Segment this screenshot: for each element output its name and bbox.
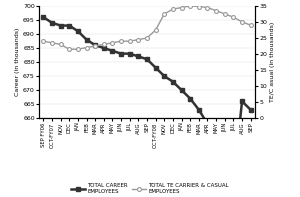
TOTAL TE CARRIER & CASUAL
EMPLOYEES <box>171 8 175 10</box>
TOTAL CAREER
EMPLOYEES <box>154 66 158 69</box>
TOTAL TE CARRIER & CASUAL
EMPLOYEES <box>145 37 149 39</box>
TOTAL TE CARRIER & CASUAL
EMPLOYEES <box>119 40 123 42</box>
Line: TOTAL TE CARRIER & CASUAL
EMPLOYEES: TOTAL TE CARRIER & CASUAL EMPLOYEES <box>41 4 253 51</box>
TOTAL TE CARRIER & CASUAL
EMPLOYEES <box>188 5 192 7</box>
TOTAL TE CARRIER & CASUAL
EMPLOYEES <box>223 13 226 15</box>
TOTAL TE CARRIER & CASUAL
EMPLOYEES <box>154 29 158 31</box>
TOTAL TE CARRIER & CASUAL
EMPLOYEES <box>76 48 80 50</box>
TOTAL CAREER
EMPLOYEES <box>102 47 106 49</box>
TOTAL CAREER
EMPLOYEES <box>76 30 80 32</box>
TOTAL CAREER
EMPLOYEES <box>136 55 140 58</box>
TOTAL TE CARRIER & CASUAL
EMPLOYEES <box>128 40 131 42</box>
TOTAL CAREER
EMPLOYEES <box>180 89 183 91</box>
TOTAL CAREER
EMPLOYEES <box>128 52 131 55</box>
Y-axis label: Career (in thousands): Career (in thousands) <box>15 28 20 96</box>
TOTAL CAREER
EMPLOYEES <box>111 50 114 52</box>
TOTAL TE CARRIER & CASUAL
EMPLOYEES <box>180 6 183 9</box>
Legend: TOTAL CAREER
EMPLOYEES, TOTAL TE CARRIER & CASUAL
EMPLOYEES: TOTAL CAREER EMPLOYEES, TOTAL TE CARRIER… <box>71 183 229 194</box>
TOTAL CAREER
EMPLOYEES <box>93 44 97 46</box>
TOTAL TE CARRIER & CASUAL
EMPLOYEES <box>232 16 235 18</box>
TOTAL TE CARRIER & CASUAL
EMPLOYEES <box>240 21 244 23</box>
TOTAL TE CARRIER & CASUAL
EMPLOYEES <box>197 5 201 8</box>
TOTAL TE CARRIER & CASUAL
EMPLOYEES <box>214 9 218 12</box>
TOTAL TE CARRIER & CASUAL
EMPLOYEES <box>93 45 97 47</box>
TOTAL TE CARRIER & CASUAL
EMPLOYEES <box>41 40 45 42</box>
TOTAL TE CARRIER & CASUAL
EMPLOYEES <box>50 42 54 44</box>
TOTAL CAREER
EMPLOYEES <box>145 58 149 60</box>
TOTAL CAREER
EMPLOYEES <box>41 16 45 18</box>
TOTAL TE CARRIER & CASUAL
EMPLOYEES <box>206 6 209 9</box>
TOTAL CAREER
EMPLOYEES <box>249 109 253 111</box>
TOTAL CAREER
EMPLOYEES <box>232 182 235 184</box>
TOTAL CAREER
EMPLOYEES <box>188 97 192 100</box>
TOTAL CAREER
EMPLOYEES <box>85 38 88 41</box>
TOTAL CAREER
EMPLOYEES <box>119 52 123 55</box>
TOTAL TE CARRIER & CASUAL
EMPLOYEES <box>136 38 140 41</box>
TOTAL CAREER
EMPLOYEES <box>206 123 209 125</box>
TOTAL TE CARRIER & CASUAL
EMPLOYEES <box>68 48 71 50</box>
TOTAL TE CARRIER & CASUAL
EMPLOYEES <box>59 43 62 46</box>
TOTAL TE CARRIER & CASUAL
EMPLOYEES <box>163 13 166 15</box>
TOTAL CAREER
EMPLOYEES <box>163 75 166 77</box>
TOTAL TE CARRIER & CASUAL
EMPLOYEES <box>85 46 88 49</box>
Line: TOTAL CAREER
EMPLOYEES: TOTAL CAREER EMPLOYEES <box>41 15 253 185</box>
TOTAL TE CARRIER & CASUAL
EMPLOYEES <box>102 43 106 46</box>
Y-axis label: TE/C asual (in thousands): TE/C asual (in thousands) <box>270 22 275 102</box>
TOTAL CAREER
EMPLOYEES <box>59 24 62 27</box>
TOTAL TE CARRIER & CASUAL
EMPLOYEES <box>249 24 253 26</box>
TOTAL CAREER
EMPLOYEES <box>50 22 54 24</box>
TOTAL CAREER
EMPLOYEES <box>68 24 71 27</box>
TOTAL CAREER
EMPLOYEES <box>223 159 226 162</box>
TOTAL TE CARRIER & CASUAL
EMPLOYEES <box>111 42 114 44</box>
TOTAL CAREER
EMPLOYEES <box>214 139 218 142</box>
TOTAL CAREER
EMPLOYEES <box>240 100 244 103</box>
TOTAL CAREER
EMPLOYEES <box>171 81 175 83</box>
TOTAL CAREER
EMPLOYEES <box>197 109 201 111</box>
